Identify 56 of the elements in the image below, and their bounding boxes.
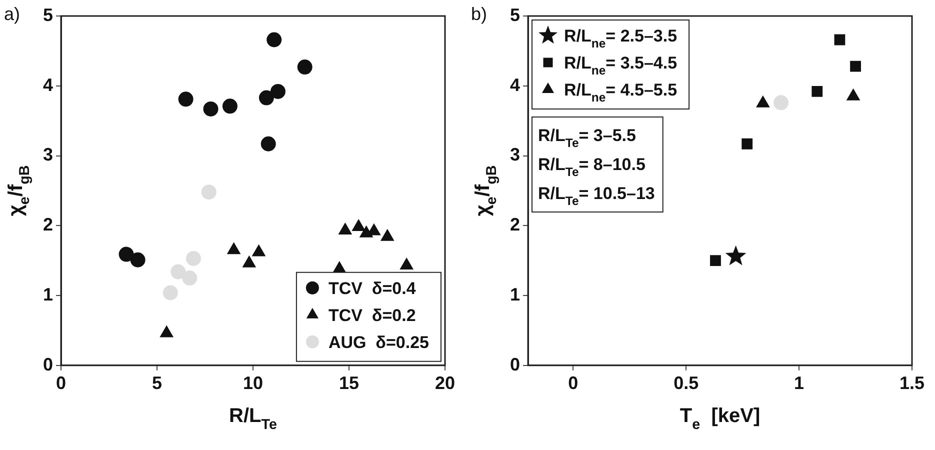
- point: [725, 245, 746, 266]
- point: [400, 258, 414, 270]
- point: [352, 220, 366, 232]
- y-tick-label: 4: [42, 74, 54, 95]
- legend-label: TCV δ=0.4: [328, 278, 416, 298]
- legend-label: AUG δ=0.25: [328, 332, 430, 352]
- y-axis-title: χe/fgB: [472, 165, 500, 216]
- x-tick-label: 0.5: [674, 373, 699, 394]
- point: [178, 92, 194, 107]
- point: [834, 34, 846, 46]
- x-tick-label: 1.5: [899, 373, 925, 394]
- point: [252, 244, 266, 256]
- x-tick-label: 15: [338, 373, 360, 394]
- point: [130, 252, 146, 268]
- y-tick-label: 2: [510, 214, 520, 235]
- y-tick-label: 3: [42, 144, 54, 165]
- y-tick-label: 5: [510, 4, 520, 25]
- point: [227, 242, 240, 254]
- point: [812, 86, 823, 97]
- point: [260, 136, 276, 152]
- point: [242, 256, 256, 268]
- x-tick-label: 1: [794, 373, 804, 394]
- y-tick-label: 0: [510, 354, 520, 374]
- point: [270, 84, 286, 99]
- point: [222, 98, 238, 114]
- y-tick-label: 1: [42, 284, 54, 304]
- x-tick-label: 20: [434, 373, 456, 394]
- x-tick-label: 0: [56, 373, 66, 394]
- y-tick-label: 0: [42, 354, 54, 374]
- point: [266, 32, 282, 48]
- point: [297, 60, 312, 75]
- x-tick-label: 0: [568, 373, 578, 394]
- point: [773, 95, 788, 110]
- point: [170, 264, 186, 280]
- point: [258, 90, 274, 106]
- point: [118, 246, 134, 262]
- point: [186, 250, 201, 266]
- y-tick-label: 4: [510, 74, 520, 95]
- point: [338, 223, 352, 235]
- x-tick-label: 5: [152, 373, 162, 394]
- point: [380, 229, 394, 241]
- point: [710, 255, 721, 266]
- x-tick-label: 10: [242, 373, 264, 394]
- y-tick-label: 3: [510, 144, 520, 165]
- point: [203, 101, 218, 116]
- legend-label: TCV δ=0.2: [328, 306, 416, 325]
- y-tick-label: 1: [510, 284, 520, 304]
- y-axis-title: χe/fgB: [5, 165, 33, 216]
- point: [850, 60, 861, 72]
- point: [742, 138, 753, 150]
- point: [160, 326, 174, 338]
- point: [201, 184, 216, 200]
- chart-title: b): [471, 4, 488, 24]
- y-tick-label: 5: [42, 4, 54, 25]
- chart-title: a): [4, 4, 20, 24]
- y-tick-label: 2: [42, 214, 54, 235]
